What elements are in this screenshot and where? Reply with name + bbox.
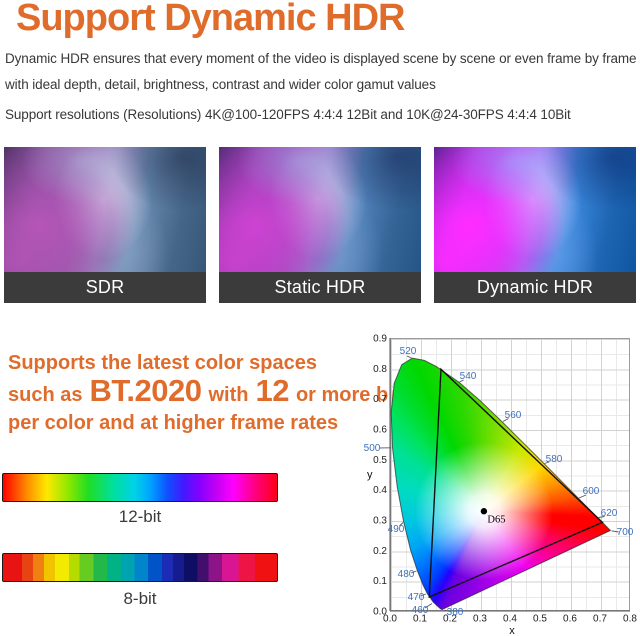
y-tick-label: 0.7 — [373, 394, 387, 405]
wavelength-tick — [502, 418, 509, 422]
comparison-panel-sdr: SDR — [4, 147, 206, 303]
y-tick-label: 0.8 — [373, 364, 387, 375]
y-tick-label: 0.5 — [373, 455, 387, 466]
wavelength-label: 500 — [364, 443, 381, 454]
x-tick-label: 0.4 — [503, 614, 517, 625]
y-tick-label: 0.4 — [373, 485, 387, 496]
wavelength-label: 460 — [412, 605, 429, 616]
wavelength-label: 540 — [460, 371, 477, 382]
white-point-label: D65 — [487, 515, 505, 526]
white-point-dot — [480, 508, 488, 515]
wavelength-tick — [544, 461, 550, 464]
cloud-image-dynamic-hdr — [434, 147, 636, 272]
spectral-locus-outline — [390, 357, 612, 610]
y-tick-label: 0.3 — [373, 516, 387, 527]
wavelength-tick — [459, 379, 464, 383]
wavelength-label: 380 — [447, 607, 464, 618]
y-tick-label: 0.1 — [373, 576, 387, 587]
intro-paragraph: Dynamic HDR ensures that every moment of… — [5, 51, 637, 92]
color-spaces-line2-post: or more bits — [295, 384, 412, 406]
y-tick-label: 0.0 — [373, 607, 387, 618]
x-tick-label: 0.5 — [533, 614, 547, 625]
page-title: Support Dynamic HDR — [16, 0, 405, 39]
comparison-panel-static-hdr: Static HDR — [219, 147, 421, 303]
x-tick-label: 0.1 — [413, 614, 427, 625]
color-spaces-line3: per color and at higher frame rates — [8, 412, 339, 434]
wavelength-label: 520 — [400, 346, 417, 357]
wavelength-tick — [410, 570, 417, 574]
x-tick-label: 0.6 — [563, 614, 577, 625]
panel-label-static-hdr: Static HDR — [219, 272, 421, 303]
wavelength-tick — [420, 593, 427, 597]
y-axis-title: y — [367, 469, 373, 481]
cloud-image-sdr — [4, 147, 206, 272]
panel-label-dynamic-hdr: Dynamic HDR — [434, 272, 636, 303]
color-spaces-bt2020: BT.2020 — [89, 373, 202, 408]
12-bit-gradient-bar — [2, 473, 278, 502]
wavelength-label: 700 — [617, 527, 634, 538]
gamut-triangle — [428, 367, 604, 599]
hdr-comparison-row: SDR Static HDR Dynamic HDR — [4, 147, 636, 303]
wavelength-tick — [399, 522, 404, 527]
wavelength-tick — [578, 494, 587, 499]
color-spaces-line2-pre: such as — [8, 384, 83, 406]
x-tick-label: 0.3 — [473, 614, 487, 625]
panel-label-sdr: SDR — [4, 272, 206, 303]
wavelength-tick — [444, 609, 450, 612]
8-bit-label: 8-bit — [123, 589, 157, 608]
y-tick-label: 0.2 — [373, 546, 387, 557]
y-tick-label: 0.9 — [373, 334, 387, 345]
cloud-image-static-hdr — [219, 147, 421, 272]
x-axis-title: x — [509, 625, 515, 636]
y-tick-label: 0.6 — [373, 425, 387, 436]
color-spaces-12: 12 — [255, 373, 289, 408]
12-bit-label: 12-bit — [118, 507, 162, 526]
wavelength-tick — [406, 355, 412, 359]
wavelength-label: 620 — [601, 508, 618, 519]
chromaticity-chart: D65 0.0 0.1 0.2 0.3 0.4 0.5 0.6 0.7 0.8 x 0.0 0.1 0.2… — [360, 325, 640, 636]
resolutions-line: Support resolutions (Resolutions) 4K@100… — [5, 107, 571, 122]
color-spaces-line2: such as BT.2020 with 12 or more bits — [8, 375, 419, 411]
wavelength-tick — [611, 530, 619, 533]
x-tick-label: 0.8 — [623, 614, 637, 625]
wavelength-label: 600 — [583, 486, 600, 497]
wavelength-label: 470 — [408, 592, 425, 603]
x-tick-label: 0.7 — [593, 614, 607, 625]
comparison-panel-dynamic-hdr: Dynamic HDR — [434, 147, 636, 303]
wavelength-label: 560 — [505, 410, 522, 421]
wavelength-tick — [598, 516, 605, 518]
wavelength-label: 580 — [546, 454, 563, 465]
wavelength-label: 490 — [388, 524, 405, 535]
color-spaces-heading: Supports the latest color spaces such as… — [8, 351, 419, 436]
chart-overlay: D65 0.0 0.1 0.2 0.3 0.4 0.5 0.6 0.7 0.8 x 0.0 0.1 0.2… — [364, 334, 638, 636]
wavelength-label: 480 — [398, 569, 415, 580]
color-spaces-line2-mid: with — [208, 384, 249, 406]
x-tick-label: 0.0 — [383, 614, 397, 625]
color-spaces-line1: Supports the latest color spaces — [8, 352, 317, 374]
x-tick-label: 0.2 — [443, 614, 457, 625]
8-bit-gradient-bar — [2, 553, 278, 582]
wavelength-tick — [424, 603, 433, 609]
